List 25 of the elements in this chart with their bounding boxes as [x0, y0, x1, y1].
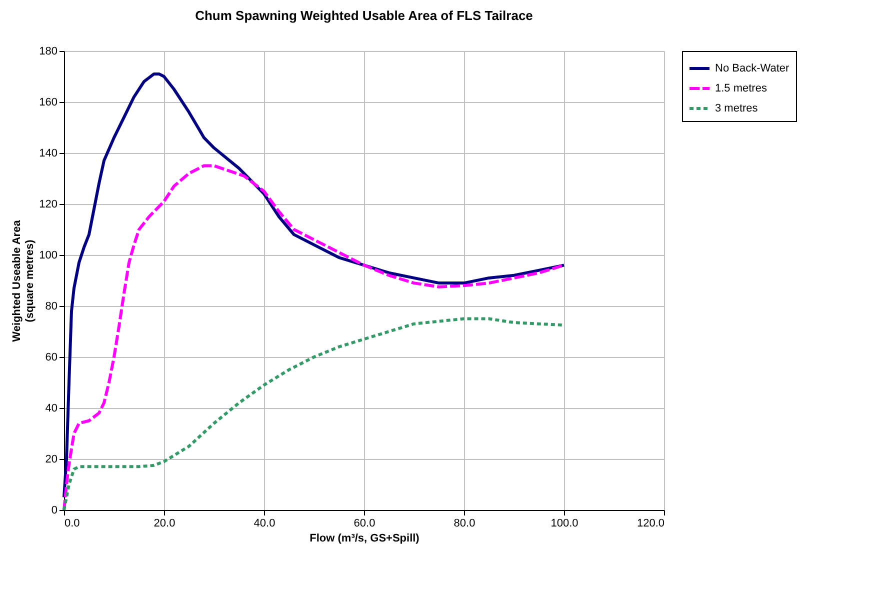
y-tick-label: 0 [51, 504, 58, 516]
x-tick-label: 60.0 [354, 518, 376, 530]
y-tick-label: 40 [45, 402, 58, 414]
y-axis-title: Weighted Useable Area (square metres) [11, 219, 36, 342]
x-tick-label: 80.0 [454, 518, 476, 530]
y-tick-label: 120 [39, 198, 58, 210]
y-tick-label: 100 [39, 250, 58, 262]
x-tick-label: 20.0 [154, 518, 176, 530]
legend-label: No Back-Water [715, 62, 790, 74]
x-tick-label: 100.0 [550, 518, 578, 530]
legend-label: 1.5 metres [715, 82, 768, 94]
chart-title: Chum Spawning Weighted Usable Area of FLS Tailrace [195, 8, 533, 23]
legend-label: 3 metres [715, 102, 758, 114]
y-tick-label: 20 [45, 454, 58, 466]
y-tick-label: 60 [45, 352, 58, 364]
y-tick-label: 160 [39, 96, 58, 108]
x-tick-label: 40.0 [254, 518, 276, 530]
y-tick-label: 180 [39, 46, 58, 58]
x-tick-label: 120.0 [636, 518, 664, 530]
y-tick-label: 140 [39, 148, 58, 160]
x-tick-label: 0.0 [64, 518, 80, 530]
y-tick-label: 80 [45, 300, 58, 312]
line-series [62, 72, 566, 499]
x-axis-title: Flow (m³/s, GS+Spill) [310, 532, 420, 544]
line-series [62, 164, 566, 512]
